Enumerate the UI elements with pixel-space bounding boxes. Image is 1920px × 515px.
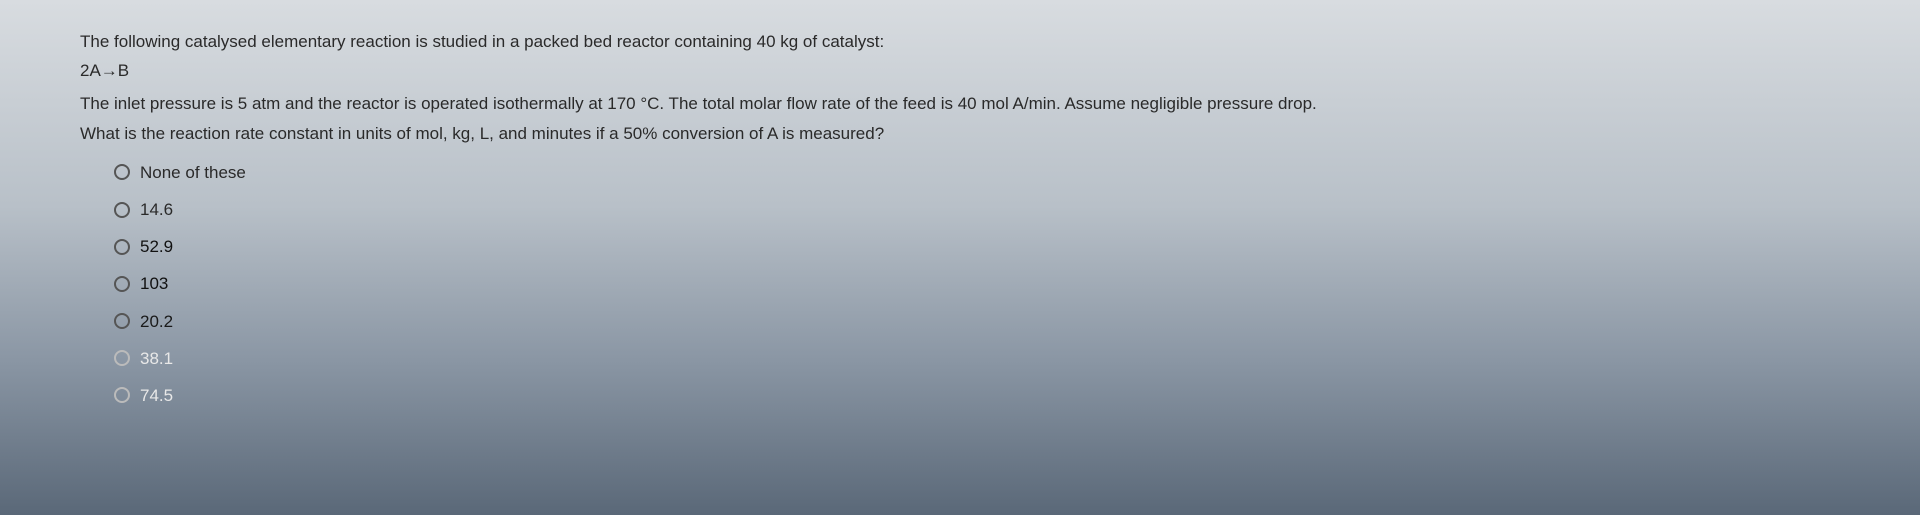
option-label: 52.9 [140,233,173,260]
option-row[interactable]: 74.5 [114,382,1840,409]
option-row[interactable]: 52.9 [114,233,1840,260]
option-label: 14.6 [140,196,173,223]
option-label: 38.1 [140,345,173,372]
question-context: The inlet pressure is 5 atm and the reac… [80,90,1840,117]
option-label: 103 [140,270,168,297]
radio-icon[interactable] [114,239,130,255]
reaction-equation: 2A→B [80,57,1840,84]
option-label: 20.2 [140,308,173,335]
options-group: None of these 14.6 52.9 103 20.2 38.1 74… [114,159,1840,409]
option-row[interactable]: 103 [114,270,1840,297]
option-label: 74.5 [140,382,173,409]
radio-icon[interactable] [114,313,130,329]
radio-icon[interactable] [114,387,130,403]
option-row[interactable]: 20.2 [114,308,1840,335]
radio-icon[interactable] [114,164,130,180]
option-row[interactable]: 38.1 [114,345,1840,372]
radio-icon[interactable] [114,350,130,366]
radio-icon[interactable] [114,202,130,218]
question-prompt: What is the reaction rate constant in un… [80,120,1840,147]
question-intro: The following catalysed elementary react… [80,28,1840,55]
option-row[interactable]: None of these [114,159,1840,186]
option-label: None of these [140,159,246,186]
radio-icon[interactable] [114,276,130,292]
option-row[interactable]: 14.6 [114,196,1840,223]
